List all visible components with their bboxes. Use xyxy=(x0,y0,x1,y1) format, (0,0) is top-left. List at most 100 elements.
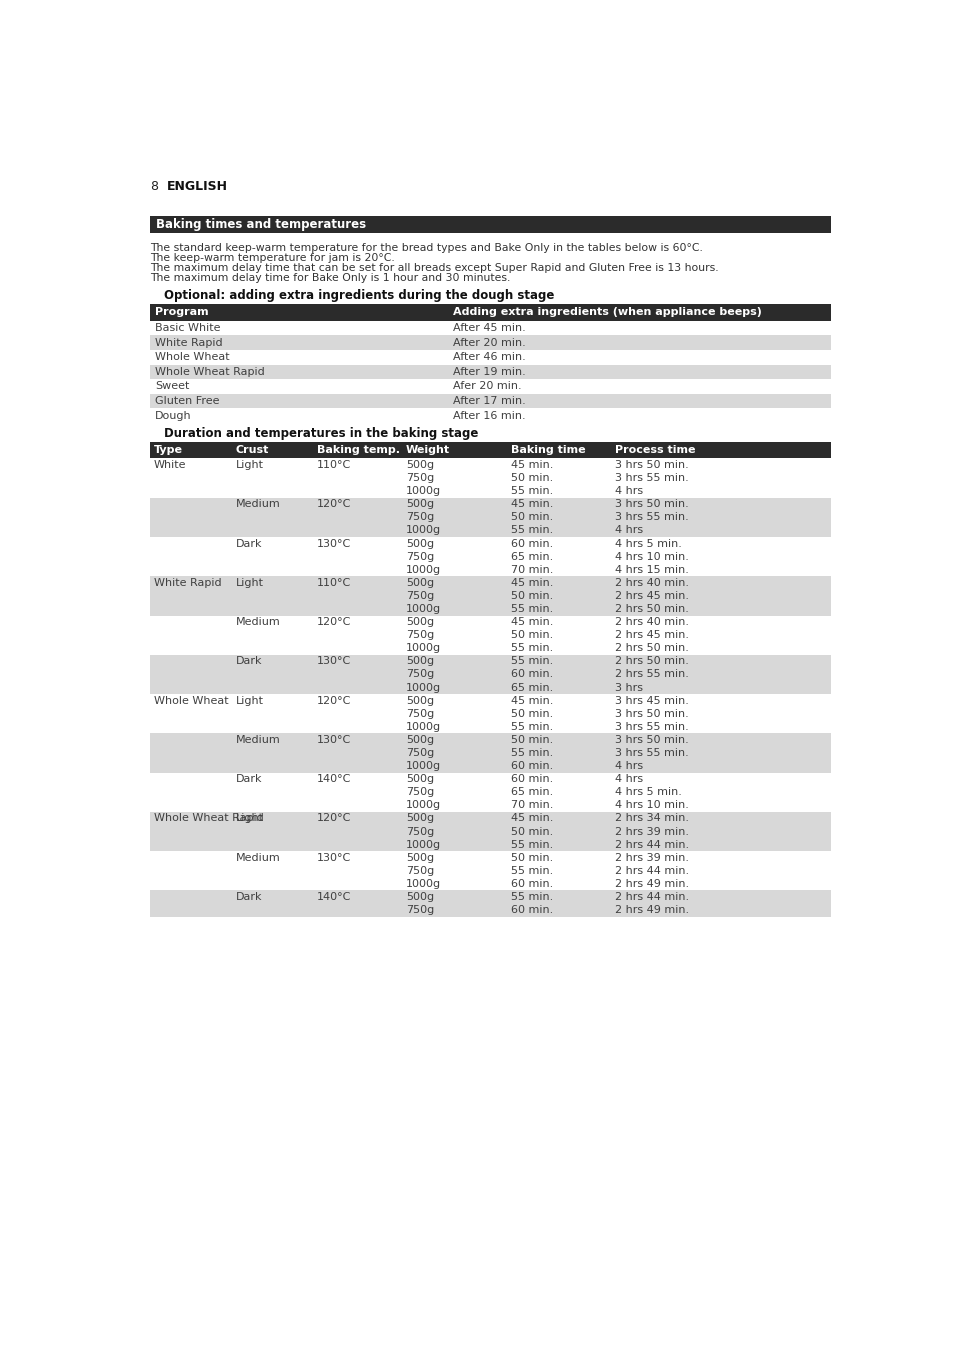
Text: 750g: 750g xyxy=(406,670,434,679)
Text: 55 min.: 55 min. xyxy=(510,525,553,536)
Text: 4 hrs 10 min.: 4 hrs 10 min. xyxy=(615,552,688,562)
Bar xyxy=(150,616,830,629)
Text: 120°C: 120°C xyxy=(316,617,351,626)
Text: Basic White: Basic White xyxy=(154,323,220,333)
Bar xyxy=(150,216,830,232)
Text: 45 min.: 45 min. xyxy=(510,814,553,824)
Bar xyxy=(150,641,830,655)
Bar xyxy=(150,471,830,485)
Bar xyxy=(150,441,830,459)
Text: 65 min.: 65 min. xyxy=(510,552,553,562)
Bar xyxy=(150,680,830,694)
Bar xyxy=(150,891,830,903)
Bar xyxy=(150,524,830,537)
Text: 1000g: 1000g xyxy=(406,879,440,888)
Text: 110°C: 110°C xyxy=(316,578,351,587)
Text: 50 min.: 50 min. xyxy=(510,513,553,522)
Bar xyxy=(150,350,830,365)
Text: 55 min.: 55 min. xyxy=(510,486,553,497)
Text: 3 hrs 50 min.: 3 hrs 50 min. xyxy=(615,709,688,718)
Text: 500g: 500g xyxy=(406,734,434,745)
Text: After 16 min.: After 16 min. xyxy=(453,410,525,421)
Text: 750g: 750g xyxy=(406,865,434,876)
Text: 55 min.: 55 min. xyxy=(510,840,553,849)
Text: 1000g: 1000g xyxy=(406,525,440,536)
Text: 55 min.: 55 min. xyxy=(510,603,553,614)
Text: 4 hrs 5 min.: 4 hrs 5 min. xyxy=(615,787,681,798)
Bar xyxy=(150,459,830,471)
Bar xyxy=(150,786,830,799)
Bar xyxy=(150,760,830,772)
Text: 2 hrs 49 min.: 2 hrs 49 min. xyxy=(615,879,689,888)
Text: 45 min.: 45 min. xyxy=(510,460,553,470)
Text: 1000g: 1000g xyxy=(406,603,440,614)
Text: 45 min.: 45 min. xyxy=(510,578,553,587)
Text: 2 hrs 44 min.: 2 hrs 44 min. xyxy=(615,865,689,876)
Text: 4 hrs 5 min.: 4 hrs 5 min. xyxy=(615,539,681,548)
Text: Afer 20 min.: Afer 20 min. xyxy=(453,382,521,391)
Text: 60 min.: 60 min. xyxy=(510,670,553,679)
Text: 750g: 750g xyxy=(406,472,434,483)
Text: 45 min.: 45 min. xyxy=(510,617,553,626)
Text: 500g: 500g xyxy=(406,853,434,863)
Text: Medium: Medium xyxy=(235,853,280,863)
Text: 1000g: 1000g xyxy=(406,801,440,810)
Text: 4 hrs: 4 hrs xyxy=(615,761,642,771)
Text: 60 min.: 60 min. xyxy=(510,539,553,548)
Text: After 17 min.: After 17 min. xyxy=(453,396,525,406)
Text: 4 hrs: 4 hrs xyxy=(615,774,642,784)
Text: 3 hrs 55 min.: 3 hrs 55 min. xyxy=(615,748,688,757)
Text: 3 hrs 55 min.: 3 hrs 55 min. xyxy=(615,472,688,483)
Text: Whole Wheat: Whole Wheat xyxy=(154,695,229,706)
Bar xyxy=(150,320,830,335)
Text: 120°C: 120°C xyxy=(316,500,351,509)
Bar xyxy=(150,864,830,878)
Bar xyxy=(150,364,830,379)
Text: 2 hrs 39 min.: 2 hrs 39 min. xyxy=(615,826,688,837)
Text: 50 min.: 50 min. xyxy=(510,472,553,483)
Text: 110°C: 110°C xyxy=(316,460,351,470)
Text: 2 hrs 55 min.: 2 hrs 55 min. xyxy=(615,670,688,679)
Text: 140°C: 140°C xyxy=(316,892,351,902)
Text: 2 hrs 50 min.: 2 hrs 50 min. xyxy=(615,643,688,653)
Text: White: White xyxy=(154,460,187,470)
Text: 45 min.: 45 min. xyxy=(510,500,553,509)
Text: 4 hrs 15 min.: 4 hrs 15 min. xyxy=(615,564,688,575)
Text: 55 min.: 55 min. xyxy=(510,656,553,667)
Bar xyxy=(150,510,830,524)
Text: 65 min.: 65 min. xyxy=(510,787,553,798)
Text: 2 hrs 50 min.: 2 hrs 50 min. xyxy=(615,603,688,614)
Bar xyxy=(150,655,830,668)
Text: 55 min.: 55 min. xyxy=(510,892,553,902)
Text: 130°C: 130°C xyxy=(316,734,351,745)
Text: 120°C: 120°C xyxy=(316,814,351,824)
Bar xyxy=(150,668,830,680)
Text: 65 min.: 65 min. xyxy=(510,683,553,693)
Text: 120°C: 120°C xyxy=(316,695,351,706)
Text: Dark: Dark xyxy=(235,774,262,784)
Bar xyxy=(150,485,830,498)
Text: 500g: 500g xyxy=(406,774,434,784)
Text: 70 min.: 70 min. xyxy=(510,801,553,810)
Bar xyxy=(150,602,830,616)
Text: Baking times and temperatures: Baking times and temperatures xyxy=(156,217,366,231)
Text: 3 hrs 55 min.: 3 hrs 55 min. xyxy=(615,722,688,732)
Text: 750g: 750g xyxy=(406,787,434,798)
Text: Medium: Medium xyxy=(235,617,280,626)
Bar xyxy=(150,537,830,549)
Bar xyxy=(150,707,830,721)
Text: Dark: Dark xyxy=(235,892,262,902)
Text: The standard keep-warm temperature for the bread types and Bake Only in the tabl: The standard keep-warm temperature for t… xyxy=(150,243,702,254)
Bar xyxy=(150,576,830,590)
Text: Duration and temperatures in the baking stage: Duration and temperatures in the baking … xyxy=(164,428,478,440)
Text: 500g: 500g xyxy=(406,695,434,706)
Text: Dark: Dark xyxy=(235,656,262,667)
Text: 1000g: 1000g xyxy=(406,840,440,849)
Text: 4 hrs 10 min.: 4 hrs 10 min. xyxy=(615,801,688,810)
Text: Adding extra ingredients (when appliance beeps): Adding extra ingredients (when appliance… xyxy=(453,308,761,317)
Bar xyxy=(150,850,830,864)
Text: Weight: Weight xyxy=(406,446,450,455)
Text: Type: Type xyxy=(154,446,183,455)
Text: 2 hrs 50 min.: 2 hrs 50 min. xyxy=(615,656,688,667)
Text: 60 min.: 60 min. xyxy=(510,761,553,771)
